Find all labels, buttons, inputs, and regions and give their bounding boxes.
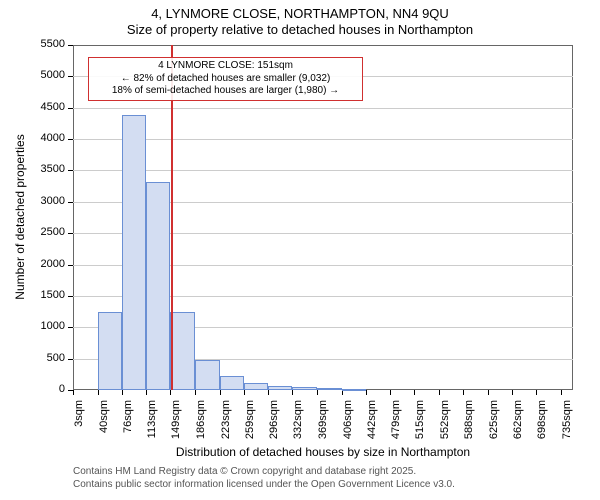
y-tick-mark	[68, 139, 73, 140]
x-tick-mark	[244, 390, 245, 395]
chart-title-line1: 4, LYNMORE CLOSE, NORTHAMPTON, NN4 9QU	[0, 6, 600, 22]
y-tick-label: 2000	[0, 258, 65, 270]
chart-container: 4, LYNMORE CLOSE, NORTHAMPTON, NN4 9QU S…	[0, 0, 600, 500]
x-tick-mark	[195, 390, 196, 395]
y-tick-label: 0	[0, 383, 65, 395]
x-tick-label: 369sqm	[317, 400, 329, 460]
x-tick-label: 332sqm	[292, 400, 304, 460]
y-tick-mark	[68, 359, 73, 360]
x-tick-label: 442sqm	[366, 400, 378, 460]
x-tick-mark	[317, 390, 318, 395]
x-tick-label: 662sqm	[512, 400, 524, 460]
histogram-bar	[342, 389, 366, 391]
annotation-line1: 4 LYNMORE CLOSE: 151sqm	[93, 60, 358, 73]
x-tick-mark	[366, 390, 367, 395]
histogram-bar	[317, 388, 342, 390]
histogram-bar	[268, 386, 292, 390]
x-tick-label: 479sqm	[390, 400, 402, 460]
x-tick-mark	[170, 390, 171, 395]
y-tick-mark	[68, 296, 73, 297]
y-tick-label: 5500	[0, 38, 65, 50]
x-tick-mark	[414, 390, 415, 395]
x-tick-label: 40sqm	[98, 400, 110, 460]
footer-line1: Contains HM Land Registry data © Crown c…	[73, 465, 455, 478]
grid-line-h	[73, 170, 573, 171]
histogram-bar	[292, 387, 317, 390]
x-tick-label: 76sqm	[122, 400, 134, 460]
x-tick-label: 698sqm	[536, 400, 548, 460]
x-tick-label: 552sqm	[439, 400, 451, 460]
footer-attribution: Contains HM Land Registry data © Crown c…	[73, 465, 455, 491]
y-tick-label: 3000	[0, 195, 65, 207]
x-tick-mark	[220, 390, 221, 395]
footer-line2: Contains public sector information licen…	[73, 478, 455, 491]
x-tick-mark	[122, 390, 123, 395]
y-tick-label: 2500	[0, 226, 65, 238]
x-tick-mark	[146, 390, 147, 395]
x-tick-label: 259sqm	[244, 400, 256, 460]
y-tick-label: 5000	[0, 69, 65, 81]
x-tick-mark	[342, 390, 343, 395]
x-tick-label: 588sqm	[463, 400, 475, 460]
histogram-bar	[220, 376, 244, 390]
histogram-bar	[146, 182, 170, 390]
x-tick-mark	[536, 390, 537, 395]
x-tick-label: 149sqm	[170, 400, 182, 460]
y-tick-mark	[68, 233, 73, 234]
y-tick-label: 500	[0, 352, 65, 364]
x-tick-mark	[463, 390, 464, 395]
x-tick-label: 3sqm	[73, 400, 85, 460]
y-tick-mark	[68, 170, 73, 171]
annotation-box: 4 LYNMORE CLOSE: 151sqm← 82% of detached…	[88, 57, 363, 101]
annotation-line3: 18% of semi-detached houses are larger (…	[93, 85, 358, 98]
grid-line-h	[73, 108, 573, 109]
histogram-bar	[122, 115, 147, 390]
y-tick-label: 1500	[0, 289, 65, 301]
y-axis-label: Number of detached properties	[13, 117, 27, 317]
x-tick-mark	[98, 390, 99, 395]
grid-line-h	[73, 139, 573, 140]
x-tick-label: 296sqm	[268, 400, 280, 460]
x-tick-label: 223sqm	[220, 400, 232, 460]
x-tick-mark	[439, 390, 440, 395]
y-tick-label: 4000	[0, 132, 65, 144]
histogram-bar	[170, 312, 195, 390]
histogram-bar	[195, 360, 220, 390]
x-tick-mark	[292, 390, 293, 395]
x-tick-mark	[390, 390, 391, 395]
x-tick-mark	[512, 390, 513, 395]
x-tick-label: 406sqm	[342, 400, 354, 460]
x-tick-mark	[73, 390, 74, 395]
y-tick-label: 3500	[0, 163, 65, 175]
y-tick-mark	[68, 45, 73, 46]
histogram-bar	[244, 383, 269, 390]
y-tick-label: 4500	[0, 101, 65, 113]
x-tick-mark	[268, 390, 269, 395]
y-tick-label: 1000	[0, 320, 65, 332]
x-tick-mark	[488, 390, 489, 395]
x-tick-label: 625sqm	[488, 400, 500, 460]
y-tick-mark	[68, 108, 73, 109]
y-tick-mark	[68, 202, 73, 203]
y-tick-mark	[68, 327, 73, 328]
annotation-line2: ← 82% of detached houses are smaller (9,…	[93, 73, 358, 86]
x-tick-label: 186sqm	[195, 400, 207, 460]
x-tick-mark	[561, 390, 562, 395]
x-tick-label: 113sqm	[146, 400, 158, 460]
chart-title-line2: Size of property relative to detached ho…	[0, 22, 600, 38]
y-tick-mark	[68, 76, 73, 77]
chart-title-block: 4, LYNMORE CLOSE, NORTHAMPTON, NN4 9QU S…	[0, 0, 600, 39]
x-tick-label: 735sqm	[561, 400, 573, 460]
x-tick-label: 515sqm	[414, 400, 426, 460]
y-tick-mark	[68, 265, 73, 266]
histogram-bar	[98, 312, 122, 390]
